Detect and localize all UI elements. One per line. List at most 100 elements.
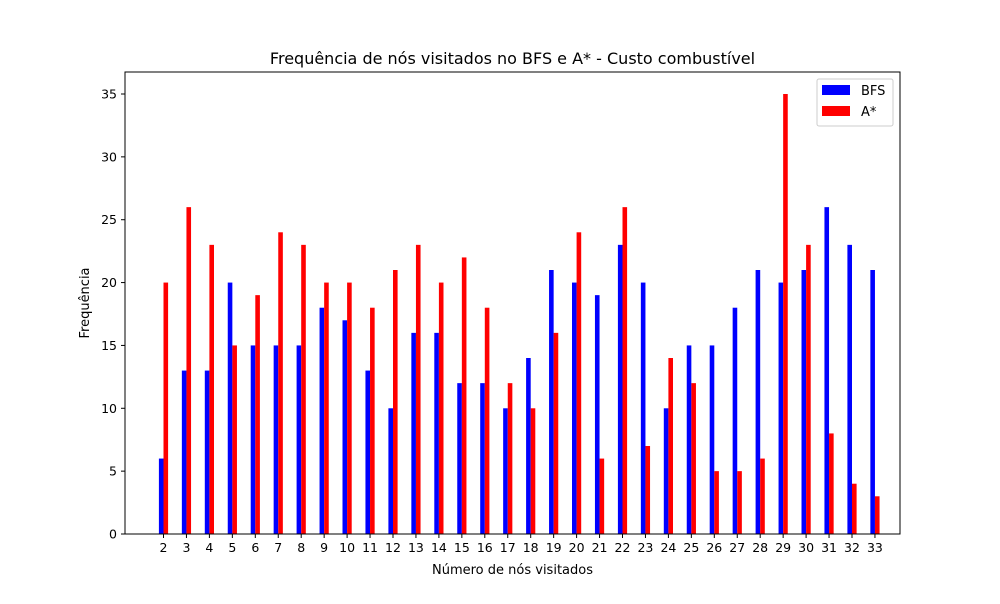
bar-bfs-32 bbox=[847, 244, 852, 535]
bar-bfs-29 bbox=[778, 282, 784, 534]
chart-title: Frequência de nós visitados no BFS e A* … bbox=[270, 49, 755, 68]
plot-frame bbox=[124, 71, 901, 535]
bar-bfs-15 bbox=[457, 383, 462, 534]
bar-astar-22 bbox=[622, 207, 628, 534]
bar-bfs-19 bbox=[549, 270, 554, 534]
x-tick-label: 32 bbox=[844, 540, 860, 555]
y-tick-label: 10 bbox=[101, 401, 117, 416]
x-ticks: 2 3 4 5 6 7 8 9 10 11 12 13 14 15 16 17 18 19 20 21 22 23 24 25… bbox=[160, 534, 883, 555]
bar-astar-3 bbox=[186, 207, 192, 534]
bar-astar-28 bbox=[760, 458, 765, 534]
bar-bfs-31 bbox=[824, 207, 830, 534]
bar-astar-30 bbox=[806, 244, 811, 535]
bar-astar-10 bbox=[347, 282, 352, 534]
bar-bfs-23 bbox=[640, 282, 646, 534]
x-tick-label: 6 bbox=[251, 540, 259, 555]
y-tick-label: 35 bbox=[101, 87, 117, 102]
bar-bfs-14 bbox=[434, 332, 439, 534]
y-tick-label: 5 bbox=[109, 464, 117, 479]
x-tick-label: 24 bbox=[660, 540, 676, 555]
bar-astar-12 bbox=[393, 270, 398, 534]
x-tick-label: 13 bbox=[408, 540, 424, 555]
bar-astar-23 bbox=[645, 446, 651, 534]
x-tick-label: 12 bbox=[385, 540, 401, 555]
bar-astar-7 bbox=[278, 232, 283, 535]
x-tick-label: 9 bbox=[320, 540, 328, 555]
x-tick-label: 26 bbox=[706, 540, 722, 555]
bar-bfs-4 bbox=[204, 370, 210, 534]
x-tick-label: 21 bbox=[592, 540, 608, 555]
legend-label-bfs: BFS bbox=[861, 84, 885, 99]
bar-bfs-21 bbox=[594, 295, 600, 534]
bar-bfs-10 bbox=[342, 320, 348, 534]
bar-astar-24 bbox=[668, 358, 673, 534]
bar-astar-32 bbox=[852, 483, 857, 534]
bar-astar-13 bbox=[415, 244, 421, 535]
bars-layer bbox=[158, 94, 880, 535]
bar-astar-17 bbox=[507, 383, 513, 534]
bar-bfs-24 bbox=[663, 408, 669, 534]
bar-bfs-22 bbox=[617, 244, 623, 535]
bar-astar-20 bbox=[576, 232, 582, 535]
x-tick-label: 19 bbox=[546, 540, 562, 555]
x-axis-label: Número de nós visitados bbox=[432, 563, 593, 578]
bar-astar-26 bbox=[714, 471, 719, 534]
y-ticks: 0 5 10 15 20 25 30 35 bbox=[101, 87, 125, 542]
bar-bfs-12 bbox=[388, 408, 393, 534]
x-tick-label: 18 bbox=[523, 540, 539, 555]
bar-astar-21 bbox=[599, 458, 605, 534]
x-tick-label: 4 bbox=[205, 540, 213, 555]
bar-astar-4 bbox=[209, 244, 214, 535]
bar-astar-14 bbox=[438, 282, 444, 534]
bar-astar-29 bbox=[783, 94, 788, 534]
bar-bfs-3 bbox=[181, 370, 187, 534]
x-tick-label: 5 bbox=[228, 540, 236, 555]
x-tick-label: 7 bbox=[274, 540, 282, 555]
x-tick-label: 16 bbox=[477, 540, 493, 555]
bar-bfs-16 bbox=[480, 383, 485, 534]
x-tick-label: 20 bbox=[569, 540, 585, 555]
x-tick-label: 3 bbox=[182, 540, 190, 555]
x-tick-label: 17 bbox=[500, 540, 516, 555]
bar-astar-18 bbox=[530, 408, 536, 534]
bar-bfs-28 bbox=[755, 270, 761, 534]
y-tick-label: 20 bbox=[101, 275, 117, 290]
bar-bfs-26 bbox=[709, 345, 715, 534]
bar-astar-19 bbox=[553, 332, 559, 534]
bar-astar-11 bbox=[370, 307, 375, 534]
bar-bfs-13 bbox=[411, 332, 416, 534]
bar-astar-25 bbox=[691, 383, 696, 534]
bar-bfs-17 bbox=[503, 408, 508, 534]
bar-bfs-8 bbox=[296, 345, 302, 534]
x-tick-label: 27 bbox=[729, 540, 745, 555]
y-tick-label: 30 bbox=[101, 149, 117, 164]
bar-bfs-6 bbox=[250, 345, 256, 534]
y-axis-label: Frequência bbox=[78, 267, 93, 338]
bar-bfs-11 bbox=[365, 370, 371, 534]
bar-astar-15 bbox=[461, 257, 467, 534]
x-tick-label: 30 bbox=[798, 540, 814, 555]
bar-astar-31 bbox=[829, 433, 834, 534]
x-tick-label: 28 bbox=[752, 540, 768, 555]
x-tick-label: 23 bbox=[637, 540, 653, 555]
bar-bfs-25 bbox=[686, 345, 692, 534]
x-tick-label: 31 bbox=[821, 540, 837, 555]
y-tick-label: 0 bbox=[109, 527, 117, 542]
bar-astar-33 bbox=[874, 496, 880, 534]
bar-bfs-7 bbox=[273, 345, 279, 534]
bar-bfs-9 bbox=[319, 307, 325, 534]
bar-bfs-18 bbox=[526, 358, 531, 534]
bar-astar-27 bbox=[737, 471, 742, 534]
bar-bfs-30 bbox=[801, 270, 807, 534]
bar-astar-2 bbox=[163, 282, 169, 534]
legend: BFS A* bbox=[816, 78, 894, 127]
x-tick-label: 22 bbox=[615, 540, 631, 555]
x-tick-label: 2 bbox=[160, 540, 168, 555]
bar-astar-16 bbox=[484, 307, 490, 534]
y-tick-label: 25 bbox=[101, 212, 117, 227]
x-tick-label: 14 bbox=[431, 540, 447, 555]
bar-bfs-33 bbox=[870, 270, 875, 534]
bar-astar-8 bbox=[301, 244, 306, 535]
legend-swatch-bfs bbox=[822, 85, 850, 95]
